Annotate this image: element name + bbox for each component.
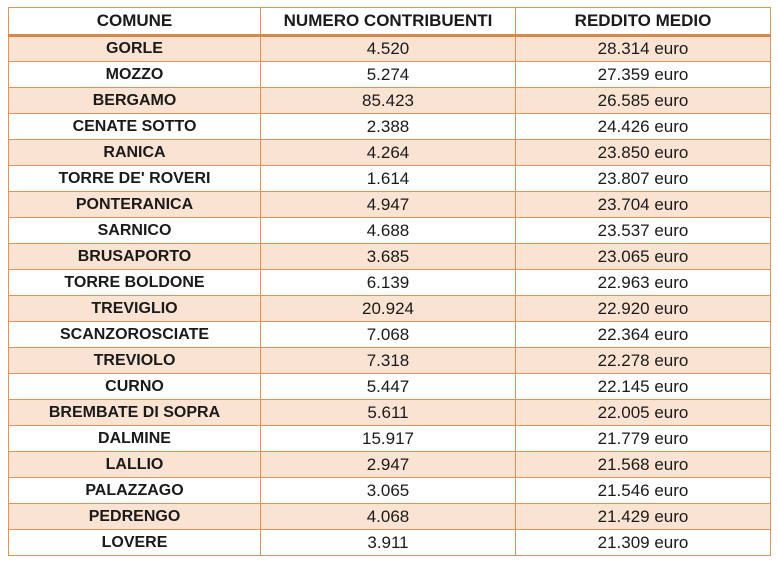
contribuenti-cell: 3.685 — [260, 243, 516, 270]
table-row: MOZZO 5.274 27.359 euro — [8, 61, 771, 88]
contribuenti-cell: 4.068 — [260, 503, 516, 530]
reddito-cell: 22.364 euro — [515, 321, 771, 348]
comune-cell: PONTERANICA — [8, 191, 261, 218]
reddito-cell: 23.807 euro — [515, 165, 771, 192]
contribuenti-cell: 7.318 — [260, 347, 516, 374]
contribuenti-cell: 2.388 — [260, 113, 516, 140]
contribuenti-cell: 20.924 — [260, 295, 516, 322]
table-row: LOVERE 3.911 21.309 euro — [8, 529, 771, 556]
comune-cell: SCANZOROSCIATE — [8, 321, 261, 348]
income-table: COMUNE NUMERO CONTRIBUENTI REDDITO MEDIO… — [8, 7, 771, 556]
reddito-cell: 23.065 euro — [515, 243, 771, 270]
contribuenti-cell: 3.065 — [260, 477, 516, 504]
reddito-cell: 26.585 euro — [515, 87, 771, 114]
comune-cell: TREVIOLO — [8, 347, 261, 374]
comune-cell: PALAZZAGO — [8, 477, 261, 504]
comune-cell: DALMINE — [8, 425, 261, 452]
contribuenti-cell: 5.447 — [260, 373, 516, 400]
table-row: CENATE SOTTO 2.388 24.426 euro — [8, 113, 771, 140]
contribuenti-cell: 5.611 — [260, 399, 516, 426]
table-row: LALLIO 2.947 21.568 euro — [8, 451, 771, 478]
contribuenti-cell: 15.917 — [260, 425, 516, 452]
comune-cell: RANICA — [8, 139, 261, 166]
table-row: GORLE 4.520 28.314 euro — [8, 35, 771, 62]
comune-cell: LOVERE — [8, 529, 261, 556]
table-row: PONTERANICA 4.947 23.704 euro — [8, 191, 771, 218]
reddito-cell: 22.963 euro — [515, 269, 771, 296]
reddito-cell: 22.278 euro — [515, 347, 771, 374]
table-row: PALAZZAGO 3.065 21.546 euro — [8, 477, 771, 504]
comune-cell: BERGAMO — [8, 87, 261, 114]
table-row: TREVIOLO 7.318 22.278 euro — [8, 347, 771, 374]
reddito-cell: 21.309 euro — [515, 529, 771, 556]
contribuenti-cell: 4.264 — [260, 139, 516, 166]
comune-cell: SARNICO — [8, 217, 261, 244]
contribuenti-cell: 4.520 — [260, 35, 516, 62]
reddito-cell: 24.426 euro — [515, 113, 771, 140]
comune-cell: BREMBATE DI SOPRA — [8, 399, 261, 426]
reddito-cell: 23.850 euro — [515, 139, 771, 166]
table-row: TREVIGLIO 20.924 22.920 euro — [8, 295, 771, 322]
contribuenti-cell: 5.274 — [260, 61, 516, 88]
table-row: TORRE DE' ROVERI 1.614 23.807 euro — [8, 165, 771, 192]
reddito-cell: 21.546 euro — [515, 477, 771, 504]
reddito-cell: 21.779 euro — [515, 425, 771, 452]
column-header-numero-contribuenti: NUMERO CONTRIBUENTI — [260, 7, 516, 37]
contribuenti-cell: 1.614 — [260, 165, 516, 192]
table-body: GORLE 4.520 28.314 euro MOZZO 5.274 27.3… — [8, 35, 771, 556]
comune-cell: GORLE — [8, 35, 261, 62]
contribuenti-cell: 7.068 — [260, 321, 516, 348]
reddito-cell: 21.568 euro — [515, 451, 771, 478]
comune-cell: MOZZO — [8, 61, 261, 88]
comune-cell: TREVIGLIO — [8, 295, 261, 322]
column-header-comune: COMUNE — [8, 7, 261, 37]
table-row: SARNICO 4.688 23.537 euro — [8, 217, 771, 244]
column-header-reddito-medio: REDDITO MEDIO — [515, 7, 771, 37]
header-row: COMUNE NUMERO CONTRIBUENTI REDDITO MEDIO — [8, 7, 771, 37]
contribuenti-cell: 4.688 — [260, 217, 516, 244]
comune-cell: CENATE SOTTO — [8, 113, 261, 140]
comune-cell: TORRE DE' ROVERI — [8, 165, 261, 192]
reddito-cell: 23.704 euro — [515, 191, 771, 218]
table-header: COMUNE NUMERO CONTRIBUENTI REDDITO MEDIO — [8, 7, 771, 37]
table-row: SCANZOROSCIATE 7.068 22.364 euro — [8, 321, 771, 348]
reddito-cell: 21.429 euro — [515, 503, 771, 530]
contribuenti-cell: 4.947 — [260, 191, 516, 218]
contribuenti-cell: 2.947 — [260, 451, 516, 478]
table-row: BREMBATE DI SOPRA 5.611 22.005 euro — [8, 399, 771, 426]
contribuenti-cell: 85.423 — [260, 87, 516, 114]
comune-cell: CURNO — [8, 373, 261, 400]
table-row: PEDRENGO 4.068 21.429 euro — [8, 503, 771, 530]
reddito-cell: 22.145 euro — [515, 373, 771, 400]
comune-cell: TORRE BOLDONE — [8, 269, 261, 296]
table-row: BRUSAPORTO 3.685 23.065 euro — [8, 243, 771, 270]
reddito-cell: 23.537 euro — [515, 217, 771, 244]
contribuenti-cell: 6.139 — [260, 269, 516, 296]
reddito-cell: 22.005 euro — [515, 399, 771, 426]
comune-cell: BRUSAPORTO — [8, 243, 261, 270]
table-row: CURNO 5.447 22.145 euro — [8, 373, 771, 400]
table-row: DALMINE 15.917 21.779 euro — [8, 425, 771, 452]
contribuenti-cell: 3.911 — [260, 529, 516, 556]
comune-cell: LALLIO — [8, 451, 261, 478]
table-row: TORRE BOLDONE 6.139 22.963 euro — [8, 269, 771, 296]
table-row: RANICA 4.264 23.850 euro — [8, 139, 771, 166]
reddito-cell: 22.920 euro — [515, 295, 771, 322]
comune-cell: PEDRENGO — [8, 503, 261, 530]
reddito-cell: 28.314 euro — [515, 35, 771, 62]
table-row: BERGAMO 85.423 26.585 euro — [8, 87, 771, 114]
reddito-cell: 27.359 euro — [515, 61, 771, 88]
